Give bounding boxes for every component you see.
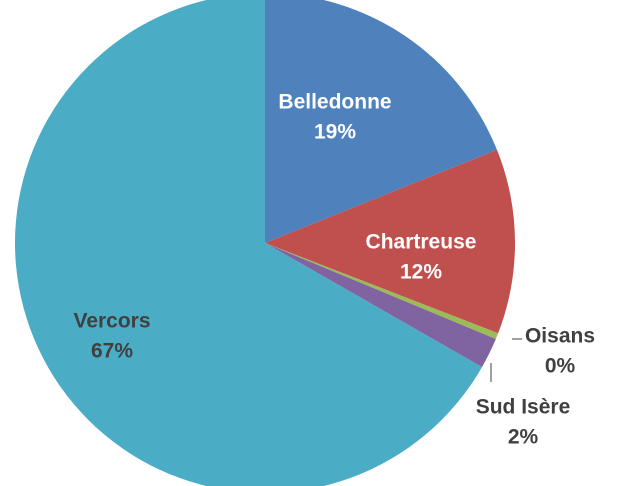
slice-label: Vercors <box>73 310 150 333</box>
pie-slice <box>265 243 496 368</box>
pie-slice <box>15 0 483 486</box>
slices <box>15 0 515 486</box>
pie-slice <box>265 243 499 340</box>
slice-value-label: 19% <box>314 121 356 144</box>
slice-value-label: 12% <box>400 261 442 284</box>
slice-label: Belledonne <box>278 91 391 114</box>
pie-slice <box>265 0 498 243</box>
slice-value-label: 2% <box>508 426 539 449</box>
pie-slice <box>265 149 515 334</box>
slice-value-label: 0% <box>545 355 576 378</box>
slice-label: Sud Isère <box>476 396 571 419</box>
slice-value-label: 67% <box>91 340 133 363</box>
slice-label: Chartreuse <box>366 231 477 254</box>
slice-label: Oisans <box>525 325 595 348</box>
